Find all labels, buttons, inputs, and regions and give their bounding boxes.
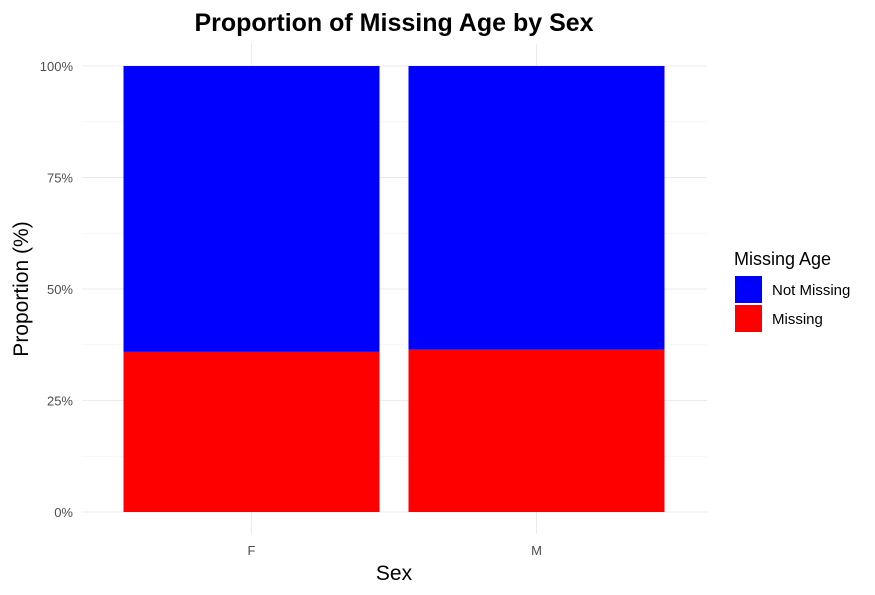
- x-tick-label: M: [531, 543, 542, 558]
- legend-items: Not Missing Missing: [735, 276, 850, 332]
- x-tick-label: F: [248, 543, 256, 558]
- legend-swatch: [735, 305, 762, 332]
- legend-title: Missing Age: [734, 249, 831, 269]
- legend: Missing Age Not Missing Missing: [734, 249, 850, 332]
- bar-M-missing: [408, 349, 665, 512]
- y-axis-title: Proportion (%): [10, 221, 33, 356]
- bar-F-not-missing: [123, 66, 380, 352]
- legend-swatch: [735, 276, 762, 303]
- chart-title: Proportion of Missing Age by Sex: [194, 9, 593, 37]
- y-tick-label: 25%: [47, 394, 73, 409]
- x-axis-title: Sex: [376, 562, 413, 585]
- y-tick-label: 0%: [54, 505, 73, 520]
- y-tick-label: 75%: [47, 171, 73, 186]
- bar-M-not-missing: [408, 66, 665, 350]
- y-tick-label: 100%: [40, 59, 74, 74]
- bars: [123, 66, 665, 512]
- bar-F-missing: [123, 351, 380, 512]
- y-tick-label: 50%: [47, 282, 73, 297]
- y-axis-ticks: 0% 25% 50% 75% 100%: [40, 59, 74, 520]
- legend-label: Missing: [772, 311, 823, 328]
- legend-label: Not Missing: [772, 282, 850, 299]
